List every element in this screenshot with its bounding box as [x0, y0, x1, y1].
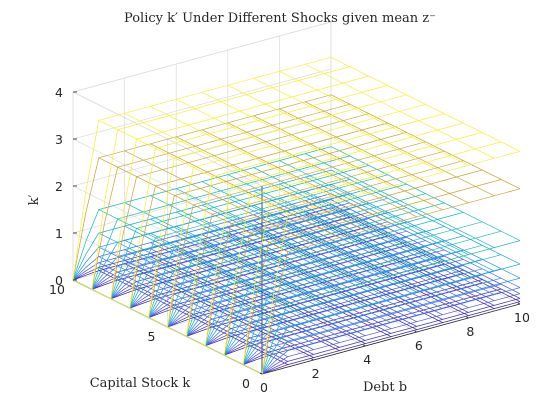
mesh-line — [98, 209, 288, 304]
mesh-line — [305, 153, 495, 248]
z-tick-label: 4 — [55, 85, 63, 100]
mesh-line — [227, 122, 417, 218]
mesh-line — [330, 146, 521, 241]
mesh-line — [253, 220, 443, 316]
y-tick-label: 10 — [49, 282, 65, 297]
mesh-line — [227, 227, 417, 323]
mesh-line — [305, 63, 495, 159]
mesh-line — [150, 105, 340, 201]
mesh-line — [124, 202, 314, 297]
mesh-line — [124, 255, 314, 351]
mesh-line — [261, 277, 521, 375]
grid-line — [72, 21, 332, 93]
mesh-line — [150, 195, 340, 290]
mesh-line — [330, 56, 521, 152]
y-tick-label: 0 — [242, 376, 250, 391]
mesh-line — [279, 160, 469, 255]
mesh-line — [227, 197, 417, 293]
mesh-line — [330, 94, 521, 190]
surface-layer — [72, 56, 521, 375]
surface-8 — [72, 56, 521, 375]
mesh-line — [176, 188, 366, 283]
mesh-line — [305, 101, 495, 197]
x-tick-mark — [363, 344, 366, 347]
mesh-line — [150, 256, 340, 351]
x-tick-label: 8 — [466, 324, 474, 339]
mesh-line — [253, 190, 443, 286]
mesh-line — [227, 84, 417, 180]
mesh-line — [201, 129, 392, 225]
surface-5 — [72, 169, 521, 375]
grid-line — [72, 68, 332, 140]
mesh-line — [201, 91, 392, 187]
chart-title: Policy k′ Under Different Shocks given m… — [124, 11, 436, 26]
x-tick-label: 6 — [415, 338, 423, 353]
mesh-line — [98, 267, 288, 362]
x-tick-mark — [259, 372, 263, 375]
mesh-line — [98, 270, 288, 365]
mesh-line — [279, 70, 469, 166]
mesh-line — [72, 279, 263, 375]
mesh-line — [98, 157, 288, 253]
mesh-line — [227, 174, 417, 269]
mesh-line — [204, 249, 464, 347]
mesh-line — [305, 176, 495, 272]
mesh-line — [176, 98, 366, 194]
mesh-line — [253, 77, 443, 173]
x-tick-mark — [517, 302, 521, 305]
x-tick-label: 2 — [312, 366, 320, 381]
z-tick-label: 1 — [55, 226, 63, 241]
z-tick-label: 0 — [55, 273, 63, 288]
mesh-line — [279, 108, 469, 204]
mesh-line — [253, 167, 443, 262]
mesh-line — [305, 206, 495, 302]
x-axis-line — [261, 303, 521, 375]
z-tick-label: 3 — [55, 132, 63, 147]
mesh-line — [98, 232, 288, 328]
mesh-line — [253, 115, 443, 211]
mesh-line — [223, 258, 483, 356]
mesh-line — [150, 143, 340, 239]
mesh-line — [98, 119, 288, 215]
z-tick-label: 2 — [55, 179, 63, 194]
x-axis-label: Debt b — [363, 380, 407, 395]
z-axis-label: k′ — [27, 195, 42, 206]
mesh-line — [242, 268, 502, 365]
mesh-line — [176, 136, 366, 232]
y-tick-label: 5 — [148, 329, 156, 344]
x-tick-mark — [414, 330, 417, 333]
mesh-line — [330, 169, 521, 265]
x-tick-mark — [466, 316, 469, 319]
mesh-line — [279, 183, 469, 279]
mesh-line — [279, 213, 469, 309]
mesh-line — [186, 240, 445, 337]
mesh-line — [261, 293, 521, 375]
mesh-line — [176, 211, 366, 307]
x-tick-mark — [311, 358, 314, 361]
mesh-line — [150, 218, 340, 314]
mesh-line — [98, 262, 288, 358]
mesh-line — [201, 234, 392, 330]
mesh-line — [201, 204, 392, 300]
mesh-line — [330, 199, 521, 295]
mesh-line — [124, 150, 314, 246]
mesh-line — [176, 241, 366, 337]
x-tick-label: 0 — [260, 380, 268, 395]
x-tick-label: 4 — [363, 352, 371, 367]
mesh-line — [98, 256, 288, 351]
surface-7 — [72, 94, 521, 375]
mesh-line — [167, 230, 426, 328]
mesh-line — [124, 112, 314, 208]
y-axis-label: Capital Stock k — [90, 376, 191, 391]
mesh-line — [150, 248, 340, 344]
x-tick-label: 10 — [514, 310, 530, 325]
mesh-line — [201, 181, 392, 276]
